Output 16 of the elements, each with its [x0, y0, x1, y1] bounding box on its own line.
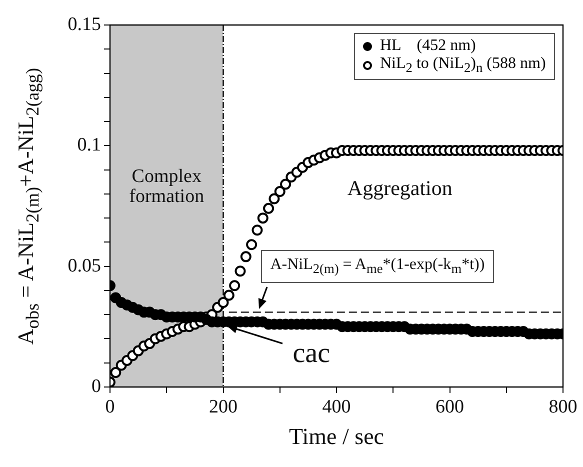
annotation: A-NiL$_{2(m)}$ = A$_{me}$*(1-exp(-k$_{m}$*t)) [261, 250, 494, 284]
y-tick-label: 0.1 [77, 134, 101, 156]
annotation: cac [292, 338, 330, 370]
x-tick-label: 600 [436, 396, 464, 418]
y-tick-label: 0 [92, 376, 101, 397]
x-tick-label: 800 [548, 396, 578, 418]
legend-label: NiL$_{2}$ to (NiL$_{2}$)$_{n}$ (588 nm) [380, 55, 546, 76]
x-tick-label: 200 [209, 396, 238, 418]
annotation: Aggregation [347, 176, 452, 200]
x-tick-label: 0 [105, 396, 115, 418]
y-tick-label: 0.15 [68, 14, 101, 35]
y-tick-label: 0.05 [68, 255, 101, 276]
x-axis-title: Time / sec [289, 424, 384, 450]
legend-label: HL (452 nm) [380, 37, 476, 55]
band-label: Complex formation [128, 166, 206, 207]
x-tick-label: 400 [322, 396, 351, 418]
